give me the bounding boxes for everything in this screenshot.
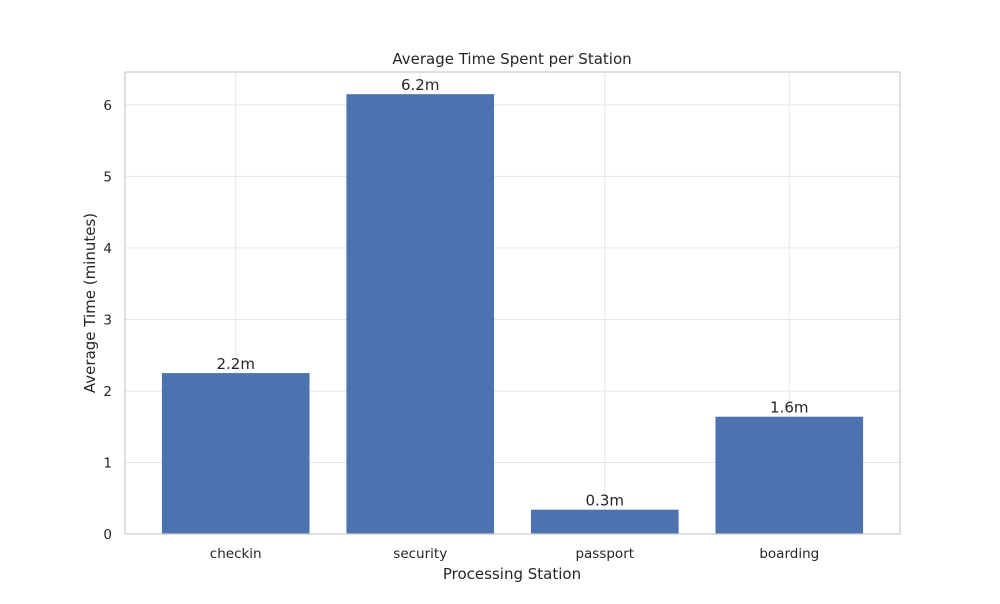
tick-layer: 0 1 2 3 4 5 6 checkin security passport boarding [103, 98, 819, 562]
y-tick-label: 4 [103, 241, 112, 257]
y-tick-label: 1 [103, 455, 112, 471]
y-tick-label: 2 [103, 384, 112, 400]
x-tick-label: boarding [759, 546, 819, 562]
x-tick-label: passport [575, 546, 634, 562]
bar-boarding [715, 416, 864, 534]
y-tick-label: 5 [103, 169, 112, 185]
y-tick-label: 0 [103, 527, 112, 543]
bar-checkin [161, 373, 310, 534]
data-label-security: 6.2m [401, 76, 439, 94]
bar-layer [161, 94, 864, 534]
y-tick-label: 6 [103, 98, 112, 114]
x-tick-label: security [393, 546, 447, 562]
x-axis-label: Processing Station [443, 565, 581, 583]
bar-security [346, 94, 495, 534]
y-axis-label: Average Time (minutes) [81, 213, 99, 393]
bar-passport [530, 509, 679, 534]
y-tick-label: 3 [103, 312, 112, 328]
chart-title: Average Time Spent per Station [392, 50, 631, 68]
plot-frame [124, 71, 901, 535]
data-label-checkin: 2.2m [216, 355, 254, 373]
data-label-passport: 0.3m [586, 492, 624, 510]
x-tick-label: checkin [210, 546, 262, 562]
data-label-boarding: 1.6m [770, 399, 808, 417]
data-label-layer: 2.2m 6.2m 0.3m 1.6m [216, 76, 808, 510]
